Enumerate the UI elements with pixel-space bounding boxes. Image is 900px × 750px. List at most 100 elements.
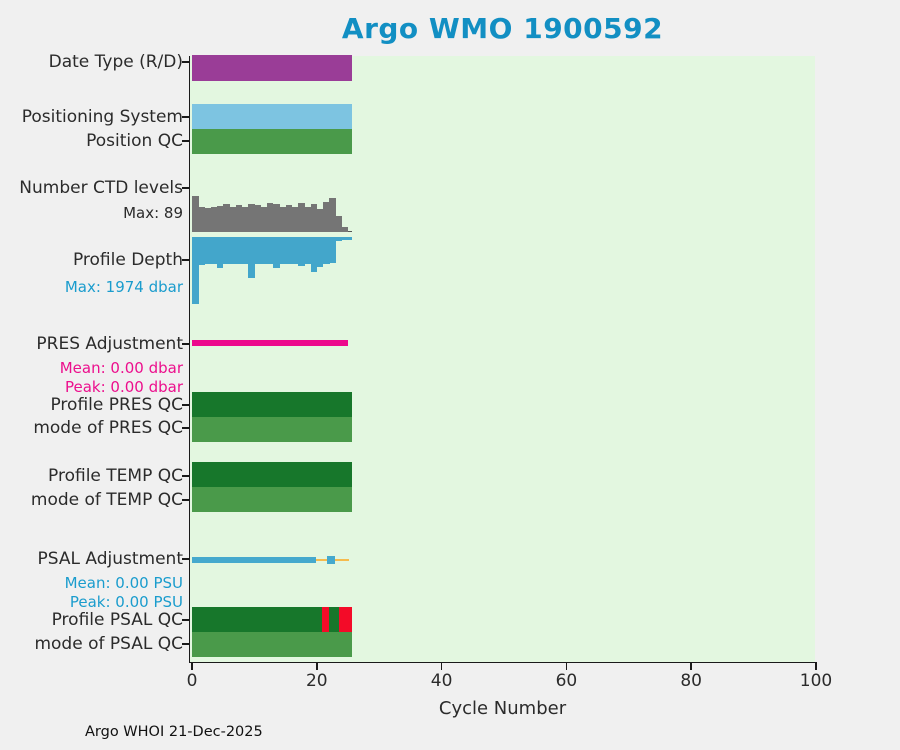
hist-bar-ctd_levels: [235, 205, 243, 232]
y-axis-line: [188, 56, 191, 663]
row-label-mode-temp-qc: mode of TEMP QC: [30, 490, 183, 510]
y-tick-mark: [182, 61, 189, 63]
row-label-pres-adjustment: PRES Adjustment: [36, 334, 183, 354]
hist-bar-ctd_levels: [291, 206, 299, 232]
hist-bar-profile_depth: [235, 237, 243, 265]
y-tick-mark: [182, 558, 189, 560]
row-label-date-type: Date Type (R/D): [48, 52, 183, 72]
bar-profile_pres_qc: [192, 392, 352, 417]
x-axis-title: Cycle Number: [438, 698, 567, 719]
y-tick-mark: [182, 140, 189, 142]
y-tick-mark: [182, 116, 189, 118]
bar-position_qc: [192, 129, 352, 154]
marker-psal_adjustment: [327, 556, 336, 564]
hist-bar-ctd_levels: [204, 207, 211, 232]
y-tick-mark: [182, 643, 189, 645]
hist-bar-ctd_levels: [316, 208, 324, 232]
x-tick-mark: [440, 663, 443, 670]
x-axis-line: [188, 661, 817, 664]
chart-title: Argo WMO 1900592: [341, 12, 664, 45]
bar-mode_psal_qc: [192, 632, 352, 657]
row-label-psal-adjustment: PSAL Adjustment: [37, 549, 183, 569]
psal-mean-annotation: Mean: 0.00 PSU: [64, 574, 183, 592]
hist-bar-ctd_levels: [310, 204, 318, 232]
hist-bar-ctd_levels: [298, 202, 305, 232]
hist-bar-ctd_levels: [279, 206, 286, 232]
bar-date_type: [192, 55, 352, 81]
hist-bar-profile_depth: [192, 237, 199, 304]
x-tick-mark: [815, 663, 817, 670]
hist-bar-ctd_levels: [266, 202, 274, 232]
hist-bar-ctd_levels: [341, 227, 349, 232]
row-label-mode-pres-qc: mode of PRES QC: [33, 418, 183, 438]
hist-bar-profile_depth: [241, 237, 249, 264]
hist-bar-ctd_levels: [254, 204, 261, 232]
hist-bar-profile_depth: [298, 237, 305, 267]
x-tick-mark: [191, 663, 193, 670]
bar-positioning_system: [192, 104, 352, 129]
bar-mode_temp_qc: [192, 487, 352, 512]
hist-bar-profile_depth: [329, 237, 336, 263]
hist-bar-ctd_levels: [223, 203, 230, 232]
y-tick-mark: [182, 475, 189, 477]
y-tick-mark: [182, 427, 189, 429]
row-label-position-qc: Position QC: [86, 131, 183, 151]
x-tick-label: 0: [186, 671, 198, 691]
line-psal_adjustment-0: [192, 557, 317, 563]
hist-bar-profile_depth: [254, 237, 261, 265]
hist-bar-profile_depth: [341, 237, 349, 239]
x-tick-mark: [565, 663, 568, 670]
row-label-ctd-levels: Number CTD levels: [19, 178, 183, 198]
hist-bar-ctd_levels: [323, 202, 330, 232]
hist-bar-ctd_levels: [260, 207, 268, 232]
hist-bar-ctd_levels: [329, 198, 336, 232]
hist-bar-profile_depth: [260, 237, 268, 264]
hist-bar-ctd_levels: [304, 207, 311, 232]
hist-bar-profile_depth: [204, 237, 211, 264]
hist-bar-profile_depth: [210, 237, 218, 265]
attribution-text: Argo WHOI 21-Dec-2025: [85, 724, 263, 740]
bar-mode_pres_qc: [192, 417, 352, 442]
hist-bar-ctd_levels: [192, 196, 199, 232]
hist-bar-ctd_levels: [216, 206, 224, 232]
hist-bar-profile_depth: [310, 237, 318, 272]
hist-bar-ctd_levels: [335, 215, 343, 232]
hist-bar-profile_depth: [223, 237, 230, 265]
hist-bar-profile_depth: [229, 237, 236, 264]
hist-bar-profile_depth: [216, 237, 224, 269]
x-tick-label: 60: [555, 671, 578, 691]
hist-bar-profile_depth: [273, 237, 280, 268]
y-tick-mark: [182, 187, 189, 189]
hist-bar-ctd_levels: [241, 207, 249, 232]
x-tick-mark: [316, 663, 318, 670]
hist-bar-profile_depth: [316, 237, 324, 267]
hist-bar-profile_depth: [335, 237, 343, 242]
row-label-profile-temp-qc: Profile TEMP QC: [48, 466, 183, 486]
hist-bar-ctd_levels: [198, 206, 205, 232]
row-label-positioning-system: Positioning System: [21, 107, 183, 127]
pres-mean-annotation: Mean: 0.00 dbar: [59, 359, 183, 377]
hist-bar-ctd_levels: [248, 203, 255, 232]
hist-bar-profile_depth: [285, 237, 293, 265]
hist-bar-ctd_levels: [229, 206, 236, 232]
hist-bar-profile_depth: [304, 237, 311, 265]
hist-bar-profile_depth: [323, 237, 330, 265]
y-tick-mark: [182, 404, 189, 406]
y-tick-mark: [182, 499, 189, 501]
hist-bar-profile_depth: [248, 237, 255, 279]
bar-profile_psal_qc-alt-1: [339, 607, 352, 632]
y-tick-mark: [182, 619, 189, 621]
ctd-max-annotation: Max: 89: [123, 204, 183, 222]
hist-bar-ctd_levels: [273, 204, 280, 232]
bar-profile_temp_qc: [192, 462, 352, 487]
x-tick-label: 80: [680, 671, 702, 691]
x-tick-label: 100: [799, 671, 833, 691]
hist-bar-ctd_levels: [285, 205, 293, 232]
hist-bar-ctd_levels: [210, 207, 218, 232]
y-tick-mark: [182, 259, 189, 261]
x-tick-mark: [690, 663, 692, 670]
y-tick-mark: [182, 343, 189, 345]
row-label-mode-psal-qc: mode of PSAL QC: [34, 634, 183, 654]
x-tick-label: 40: [430, 671, 453, 691]
